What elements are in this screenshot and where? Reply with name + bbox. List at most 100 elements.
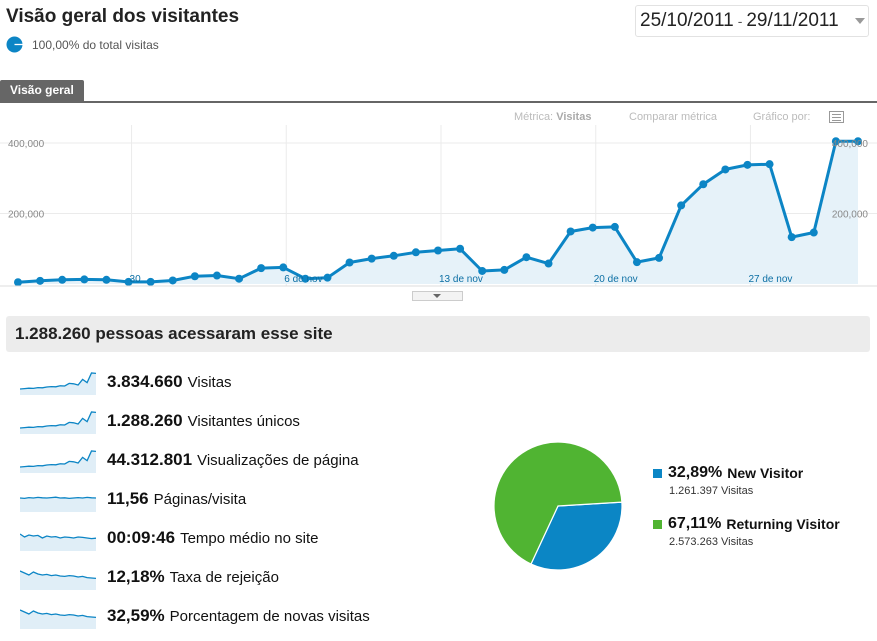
sparkline-icon <box>20 372 96 395</box>
data-point[interactable] <box>235 274 244 283</box>
metric-row[interactable]: 00:09:46 Tempo médio no site <box>20 524 318 552</box>
tab-divider <box>0 101 877 103</box>
data-point[interactable] <box>14 278 22 287</box>
y-tick-label-right: 400,000 <box>832 139 869 150</box>
list-icon[interactable] <box>829 111 844 123</box>
metric-label: Tempo médio no site <box>180 529 319 547</box>
metric-value: 12,18% <box>107 567 165 586</box>
data-point[interactable] <box>721 165 730 174</box>
data-point[interactable] <box>367 254 376 263</box>
metric-value: 32,59% <box>107 606 165 625</box>
metric-value: 00:09:46 <box>107 528 176 547</box>
page-title: Visão geral dos visitantes <box>6 6 240 27</box>
legend-new-percent: 32,89% <box>668 464 723 481</box>
data-point[interactable] <box>168 276 177 285</box>
data-point[interactable] <box>743 160 752 169</box>
data-point[interactable] <box>411 248 420 257</box>
data-point[interactable] <box>456 244 465 253</box>
metric-selector-label: Métrica: <box>514 111 554 123</box>
metric-label: Porcentagem de novas visitas <box>169 607 370 625</box>
metric-row[interactable]: 32,59% Porcentagem de novas visitas <box>20 602 370 630</box>
x-tick-label: 20 de nov <box>594 274 638 285</box>
legend-returning-percent: 67,11% <box>668 515 722 532</box>
data-point[interactable] <box>831 137 840 146</box>
segment-indicator[interactable]: 100,00% do total visitas <box>6 36 159 53</box>
y-tick-label-right: 200,000 <box>832 210 869 221</box>
data-point[interactable] <box>212 271 221 280</box>
data-point[interactable] <box>124 277 133 286</box>
date-separator: - <box>737 13 743 29</box>
legend-returning-name: Returning Visitor <box>726 516 840 532</box>
sparkline-icon <box>20 450 96 473</box>
data-point[interactable] <box>544 259 553 268</box>
metric-label: Taxa de rejeição <box>169 568 279 586</box>
data-point[interactable] <box>146 277 155 286</box>
summary-banner: 1.288.260 pessoas acessaram esse site <box>6 316 870 352</box>
metric-value: 1.288.260 <box>107 411 183 430</box>
tab-overview[interactable]: Visão geral <box>0 80 84 101</box>
data-point[interactable] <box>522 253 531 262</box>
data-point[interactable] <box>257 264 266 273</box>
data-point[interactable] <box>566 227 575 236</box>
data-point[interactable] <box>809 228 818 237</box>
legend-returning-visitor: 67,11% Returning Visitor 2.573.263 Visit… <box>653 515 840 548</box>
metric-selector[interactable]: Métrica: Visitas <box>514 111 591 123</box>
data-point[interactable] <box>765 160 774 169</box>
metric-value: 44.312.801 <box>107 450 193 469</box>
data-point[interactable] <box>36 276 45 285</box>
legend-swatch-new <box>653 468 662 478</box>
pie-slice-returning-visitor[interactable] <box>493 441 623 565</box>
data-point[interactable] <box>58 275 67 284</box>
y-tick-label-left: 200,000 <box>8 210 45 221</box>
data-point[interactable] <box>323 273 332 282</box>
data-point[interactable] <box>389 251 398 260</box>
segment-label: 100,00% do total visitas <box>32 37 159 52</box>
metric-label: Páginas/visita <box>153 490 247 508</box>
data-point[interactable] <box>279 263 288 272</box>
metric-row[interactable]: 3.834.660 Visitas <box>20 368 232 396</box>
compare-metric-link[interactable]: Comparar métrica <box>629 111 718 123</box>
sparkline-icon <box>20 609 96 629</box>
data-point[interactable] <box>588 223 597 232</box>
metric-row[interactable]: 12,18% Taxa de rejeição <box>20 563 279 591</box>
data-point[interactable] <box>500 265 509 274</box>
sparkline-icon <box>20 496 96 512</box>
visits-area-chart: 400,000 200,000 400,000 200,000 30 6 de nov 13… <box>0 125 877 291</box>
data-point[interactable] <box>478 266 487 275</box>
data-point[interactable] <box>655 253 664 262</box>
y-tick-label-left: 400,000 <box>8 139 45 150</box>
x-tick-label: 30 <box>130 274 142 285</box>
data-point[interactable] <box>434 246 442 255</box>
segment-pie-icon <box>6 36 23 53</box>
data-point[interactable] <box>854 137 862 146</box>
data-point[interactable] <box>345 258 354 267</box>
data-point[interactable] <box>787 233 796 242</box>
data-point[interactable] <box>677 201 686 210</box>
legend-new-visitor: 32,89% New Visitor 1.261.397 Visitas <box>653 464 803 497</box>
data-point[interactable] <box>190 272 199 281</box>
chevron-down-icon[interactable] <box>855 18 865 24</box>
metric-value: 11,56 <box>107 489 149 508</box>
x-tick-label: 6 de nov <box>284 274 322 285</box>
metric-label: Visitantes únicos <box>187 412 300 430</box>
data-point[interactable] <box>102 275 111 284</box>
expand-chart-handle[interactable] <box>412 291 463 301</box>
data-point[interactable] <box>699 180 708 189</box>
metric-label: Visualizações de página <box>197 451 359 469</box>
sparkline-icon <box>20 533 96 551</box>
metric-row[interactable]: 1.288.260 Visitantes únicos <box>20 407 300 435</box>
x-tick-label: 27 de nov <box>748 274 792 285</box>
chart-type-label: Gráfico por: <box>753 111 811 123</box>
data-point[interactable] <box>301 274 310 283</box>
legend-new-visits: 1.261.397 Visitas <box>669 485 754 497</box>
metric-row[interactable]: 11,56 Páginas/visita <box>20 485 246 513</box>
data-point[interactable] <box>632 258 641 267</box>
data-point[interactable] <box>610 222 619 231</box>
pie-slice-new-visitor[interactable] <box>530 501 623 571</box>
x-tick-label: 13 de nov <box>439 274 483 285</box>
legend-new-name: New Visitor <box>727 465 804 481</box>
metric-row[interactable]: 44.312.801 Visualizações de página <box>20 446 359 474</box>
metric-label: Visitas <box>187 373 232 391</box>
data-point[interactable] <box>80 275 89 284</box>
date-range-picker[interactable]: 25/10/2011 - 29/11/2011 <box>635 5 869 37</box>
